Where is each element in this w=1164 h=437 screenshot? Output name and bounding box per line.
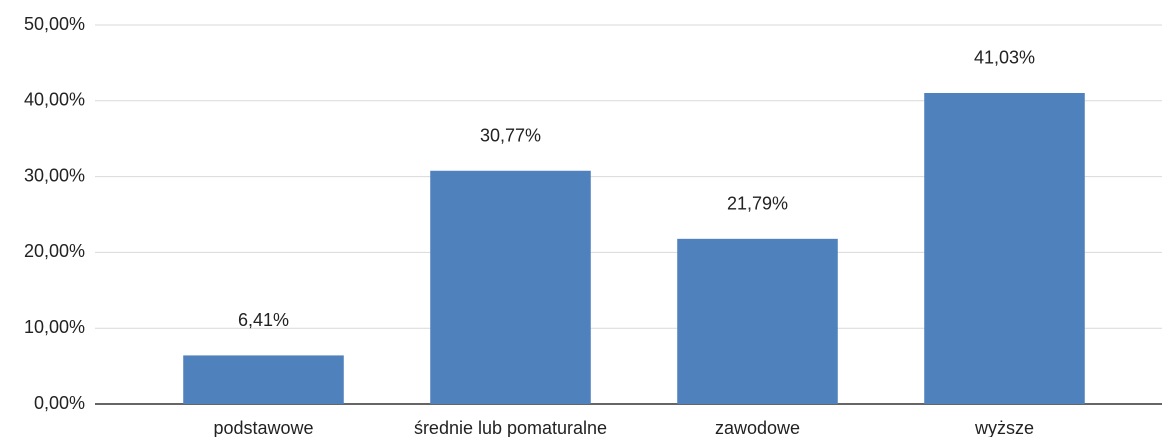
x-tick-label: wyższe [974, 418, 1034, 437]
x-tick-label: podstawowe [213, 418, 313, 437]
x-tick-label: zawodowe [715, 418, 800, 437]
y-tick-label: 30,00% [24, 165, 85, 185]
y-tick-label: 50,00% [24, 14, 85, 34]
y-tick-label: 0,00% [34, 393, 85, 413]
data-label: 30,77% [480, 126, 541, 146]
bar [677, 238, 838, 404]
y-tick-label: 20,00% [24, 241, 85, 261]
bar [183, 355, 344, 404]
bar [924, 92, 1085, 404]
y-tick-label: 40,00% [24, 90, 85, 110]
data-label: 41,03% [974, 48, 1035, 68]
y-tick-label: 10,00% [24, 317, 85, 337]
bar [430, 170, 591, 404]
data-label: 21,79% [727, 194, 788, 214]
x-tick-label: średnie lub pomaturalne [414, 418, 607, 437]
data-label: 6,41% [238, 310, 289, 330]
